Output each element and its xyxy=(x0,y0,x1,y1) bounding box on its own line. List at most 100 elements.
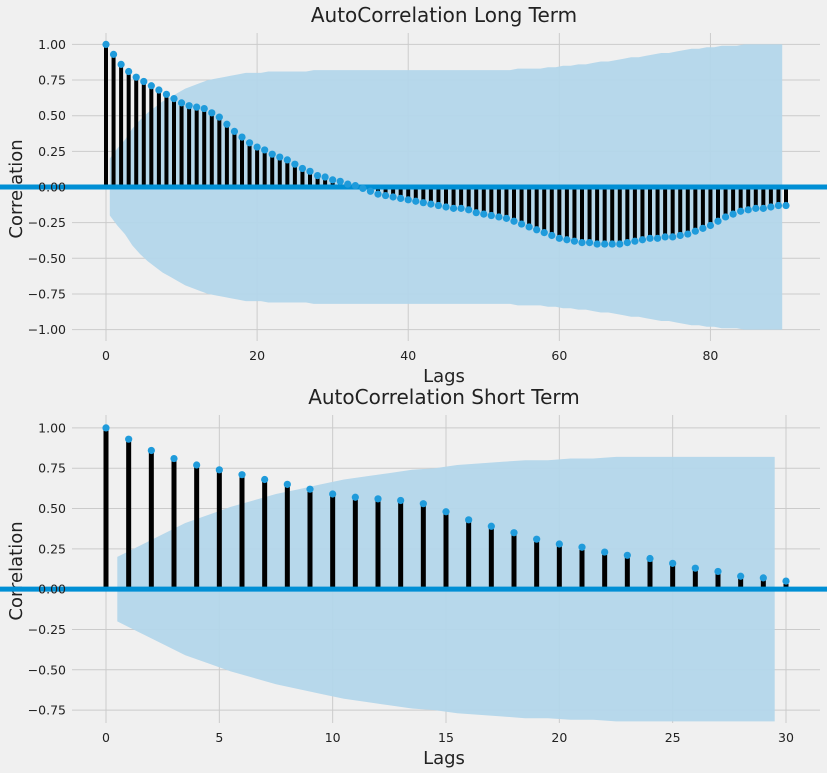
short-term-x-tick-label: 20 xyxy=(551,730,567,745)
short-term-marker xyxy=(578,543,586,551)
long-term-marker xyxy=(533,226,541,234)
short-term-y-tick-label: 0.75 xyxy=(38,461,66,476)
short-term-y-tick-label: −0.75 xyxy=(28,703,66,718)
long-term-marker xyxy=(653,234,662,242)
short-term-marker xyxy=(714,567,722,576)
long-term-marker xyxy=(245,139,254,147)
long-term-marker xyxy=(321,173,329,181)
long-term-marker xyxy=(593,240,601,248)
long-term-marker xyxy=(238,133,246,141)
long-term-marker xyxy=(540,229,548,237)
short-term-marker xyxy=(601,548,609,556)
long-term-marker xyxy=(336,177,344,185)
long-term-marker xyxy=(616,240,624,248)
short-term-marker xyxy=(646,554,654,563)
short-term-marker xyxy=(487,522,495,530)
long-term-marker xyxy=(631,237,639,245)
long-term-chart-title: AutoCorrelation Long Term xyxy=(311,3,577,27)
short-term-marker xyxy=(510,529,518,537)
long-term-marker xyxy=(472,209,480,217)
long-term-x-tick-label: 20 xyxy=(249,348,265,363)
long-term-marker xyxy=(737,207,745,215)
short-term-x-tick-label: 15 xyxy=(438,730,454,745)
long-term-marker xyxy=(465,206,473,214)
short-term-acf-plot: AutoCorrelation Short Term Lags Correlat… xyxy=(0,385,827,769)
short-term-marker xyxy=(737,572,745,580)
short-term-y-tick-label: 0.50 xyxy=(38,501,66,516)
long-term-marker xyxy=(389,193,397,201)
long-term-marker xyxy=(102,40,110,49)
long-term-marker xyxy=(268,150,276,158)
long-term-marker xyxy=(721,213,730,221)
short-term-y-tick-label: −0.50 xyxy=(28,662,66,677)
short-term-marker xyxy=(419,500,427,508)
long-term-marker xyxy=(253,143,261,151)
short-term-marker xyxy=(238,471,246,479)
long-term-marker xyxy=(684,230,692,238)
long-term-marker xyxy=(132,73,140,81)
long-term-marker xyxy=(427,200,435,208)
short-term-x-axis-label: Lags xyxy=(423,748,465,769)
short-term-marker xyxy=(669,559,677,567)
short-term-marker xyxy=(215,466,223,474)
long-term-marker xyxy=(223,120,231,128)
long-term-marker xyxy=(774,201,783,210)
short-term-x-tick-label: 30 xyxy=(778,730,794,745)
long-term-y-tick-label: 1.00 xyxy=(38,37,66,52)
long-term-x-tick-label: 0 xyxy=(102,348,110,363)
short-term-marker xyxy=(465,516,473,524)
long-term-marker xyxy=(155,86,163,94)
short-term-marker xyxy=(170,454,178,463)
long-term-marker xyxy=(608,240,616,248)
long-term-marker xyxy=(457,204,465,212)
long-term-marker xyxy=(638,236,647,244)
long-term-y-tick-label: 0.00 xyxy=(38,180,66,195)
long-term-marker xyxy=(215,113,223,121)
short-term-marker xyxy=(147,446,155,455)
long-term-marker xyxy=(193,103,201,111)
long-term-marker xyxy=(374,190,382,198)
long-term-marker xyxy=(744,206,752,214)
short-term-marker xyxy=(555,540,563,548)
long-term-y-tick-label: −1.00 xyxy=(28,322,66,337)
short-term-y-tick-label: 0.25 xyxy=(38,541,66,556)
long-term-marker xyxy=(434,201,443,210)
long-term-marker xyxy=(366,187,375,195)
long-term-marker xyxy=(344,180,352,188)
short-term-y-tick-label: −0.25 xyxy=(28,622,66,637)
long-term-marker xyxy=(298,164,307,173)
short-term-y-tick-label: 1.00 xyxy=(38,420,66,435)
long-term-marker xyxy=(306,167,314,175)
long-term-marker xyxy=(487,211,495,220)
long-term-marker xyxy=(185,102,193,110)
long-term-marker xyxy=(442,203,450,211)
long-term-marker xyxy=(109,50,118,58)
long-term-marker xyxy=(691,227,699,235)
long-term-marker xyxy=(170,94,178,103)
long-term-marker xyxy=(449,204,458,212)
long-term-marker xyxy=(555,234,563,242)
long-term-x-tick-label: 40 xyxy=(400,348,416,363)
long-term-marker xyxy=(510,217,518,225)
long-term-marker xyxy=(495,213,503,221)
long-term-marker xyxy=(381,191,390,200)
long-term-marker xyxy=(200,104,208,113)
long-term-marker xyxy=(208,109,216,117)
short-term-marker xyxy=(442,508,450,516)
short-term-y-tick-label: 0.00 xyxy=(38,582,66,597)
long-term-marker xyxy=(404,196,412,204)
long-term-marker xyxy=(714,217,722,225)
long-term-marker xyxy=(661,233,669,241)
long-term-marker xyxy=(480,210,488,218)
long-term-marker xyxy=(525,223,533,231)
short-term-x-tick-label: 25 xyxy=(665,730,681,745)
long-term-marker xyxy=(578,239,586,247)
long-term-marker xyxy=(276,153,284,161)
long-term-y-tick-label: 0.25 xyxy=(38,144,66,159)
short-term-marker xyxy=(261,475,269,484)
long-term-marker xyxy=(759,204,767,212)
short-term-marker xyxy=(623,551,631,559)
long-term-y-tick-label: −0.50 xyxy=(28,251,66,266)
long-term-marker xyxy=(601,240,609,248)
